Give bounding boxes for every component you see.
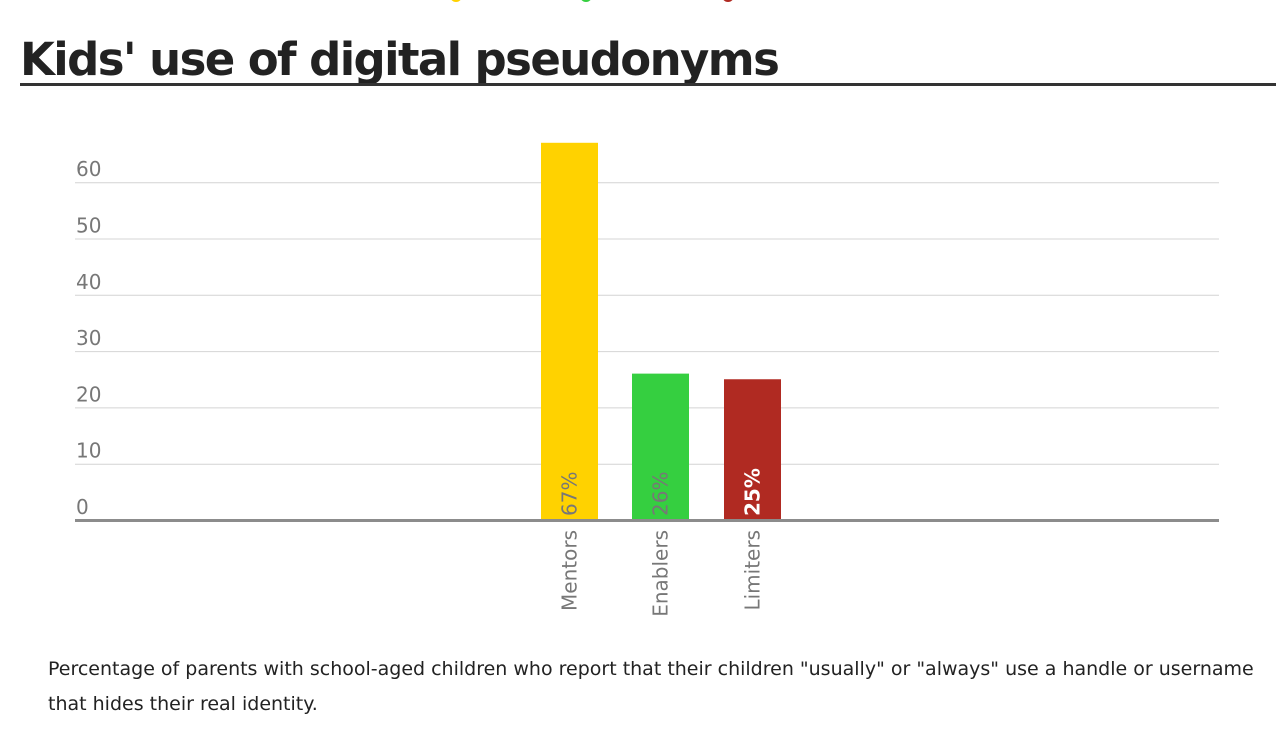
title-underline <box>20 83 1276 86</box>
y-tick-label-30: 30 <box>76 326 101 350</box>
y-tick-label-50: 50 <box>76 214 101 238</box>
category-label-limiters: Limiters <box>741 530 765 611</box>
y-tick-label-20: 20 <box>76 382 101 406</box>
y-tick-label-60: 60 <box>76 157 101 181</box>
data-label-mentors: 67% <box>558 472 582 516</box>
y-axis-ticks: 0 10 20 30 40 50 60 <box>76 157 101 519</box>
gridlines <box>75 182 1219 465</box>
bar-enablers <box>632 373 689 520</box>
bars <box>541 142 781 521</box>
top-dot-green <box>580 0 592 2</box>
category-label-enablers: Enablers <box>649 530 673 617</box>
data-label-limiters: 25% <box>741 468 765 516</box>
category-label-mentors: Mentors <box>558 530 582 611</box>
page-title: Kids' use of digital pseudonyms <box>20 33 780 86</box>
data-label-enablers: 26% <box>649 472 673 516</box>
bar-data-labels: 67% 26% 25% <box>558 468 765 516</box>
y-tick-label-10: 10 <box>76 439 101 463</box>
y-tick-label-40: 40 <box>76 270 101 294</box>
top-dot-red <box>722 0 734 2</box>
top-dot-yellow <box>450 0 462 2</box>
top-color-dots <box>0 0 1288 4</box>
bar-limiters <box>724 379 781 520</box>
category-labels: Mentors Enablers Limiters <box>558 530 765 617</box>
chart-caption: Percentage of parents with school-aged c… <box>48 658 1254 715</box>
bar-mentors <box>541 142 598 521</box>
y-tick-label-0: 0 <box>76 495 89 519</box>
bar-chart: 0 10 20 30 40 50 60 67% 26% 25% Mentors Enablers L… <box>75 142 1219 617</box>
